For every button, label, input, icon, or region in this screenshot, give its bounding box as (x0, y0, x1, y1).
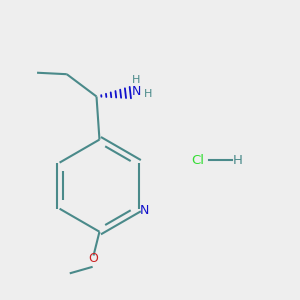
Text: H: H (132, 75, 140, 85)
Text: H: H (143, 89, 152, 99)
Text: Cl: Cl (191, 154, 204, 167)
Text: N: N (140, 204, 149, 217)
Text: H: H (233, 154, 243, 167)
Text: O: O (88, 252, 98, 265)
Text: N: N (132, 85, 141, 98)
